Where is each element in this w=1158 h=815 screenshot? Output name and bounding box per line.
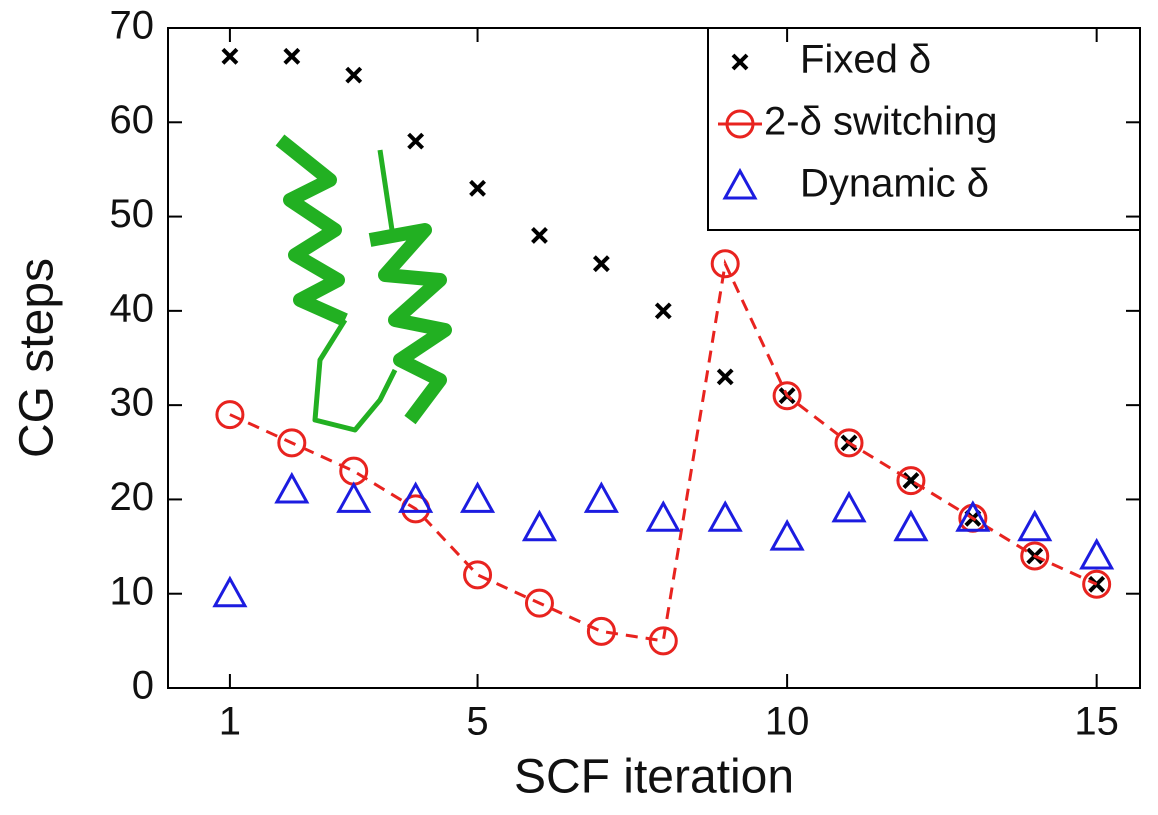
x-marker [902, 472, 920, 489]
protein-illustration [275, 134, 452, 433]
circle-marker [339, 456, 369, 486]
triangle-marker [212, 575, 248, 608]
triangle-marker [831, 490, 867, 523]
circle-marker [277, 428, 307, 458]
y-axis-label: CG steps [11, 258, 64, 458]
circle-marker [215, 400, 245, 430]
x-marker [407, 132, 425, 150]
y-tick-label: 20 [110, 475, 155, 519]
triangle-marker [521, 509, 558, 542]
legend-box [707, 27, 1141, 231]
triangle-marker [460, 481, 496, 513]
triangle-marker [274, 471, 310, 504]
circle-marker [834, 428, 864, 458]
loop [377, 149, 395, 231]
circle-marker [648, 626, 678, 656]
loop [312, 318, 398, 433]
triangle-marker [398, 481, 434, 513]
legend-label: Dynamic δ [800, 162, 989, 206]
x-marker [283, 47, 301, 65]
triangle-marker [583, 481, 619, 513]
x-tick-label: 15 [1074, 700, 1119, 744]
x-marker [531, 227, 548, 244]
triangle-marker [645, 500, 681, 532]
series-line [229, 258, 1098, 643]
x-marker [592, 255, 610, 273]
legend-marker [722, 167, 758, 200]
x-tick-label: 5 [466, 700, 488, 744]
triangle-marker [1079, 537, 1115, 570]
x-axis-label: SCF iteration [514, 751, 794, 804]
y-tick-label: 30 [110, 381, 155, 425]
x-marker [716, 368, 734, 386]
helix [275, 134, 348, 327]
x-marker [654, 302, 672, 320]
y-tick-label: 70 [110, 4, 155, 48]
y-tick-label: 10 [110, 569, 155, 613]
circle-marker [463, 560, 493, 590]
circle-marker [524, 588, 554, 618]
x-marker [221, 47, 239, 65]
legend-label: Fixed δ [800, 38, 931, 82]
triangle-marker [336, 481, 372, 513]
y-tick-label: 40 [110, 286, 155, 330]
x-tick-label: 1 [219, 700, 241, 744]
circle-marker [772, 381, 802, 411]
y-tick-label: 60 [110, 98, 155, 142]
y-tick-label: 0 [132, 664, 154, 708]
triangle-marker [1017, 509, 1053, 542]
triangle-marker [893, 509, 929, 542]
x-marker [469, 179, 486, 197]
circle-marker [710, 249, 740, 279]
legend-marker [731, 53, 749, 71]
circle-marker [586, 616, 616, 646]
triangle-marker [769, 519, 805, 551]
circle-marker [1020, 541, 1050, 571]
triangle-marker [955, 500, 991, 532]
circle-marker [896, 466, 926, 496]
helix [368, 223, 452, 425]
plot-frame [167, 27, 1141, 689]
legend-marker [725, 109, 755, 139]
legend-label: 2-δ switching [764, 100, 997, 144]
y-tick-label: 50 [110, 192, 155, 236]
triangle-marker [707, 500, 743, 532]
circle-marker [1082, 569, 1112, 599]
x-tick-label: 10 [765, 700, 810, 744]
x-marker [345, 66, 363, 84]
